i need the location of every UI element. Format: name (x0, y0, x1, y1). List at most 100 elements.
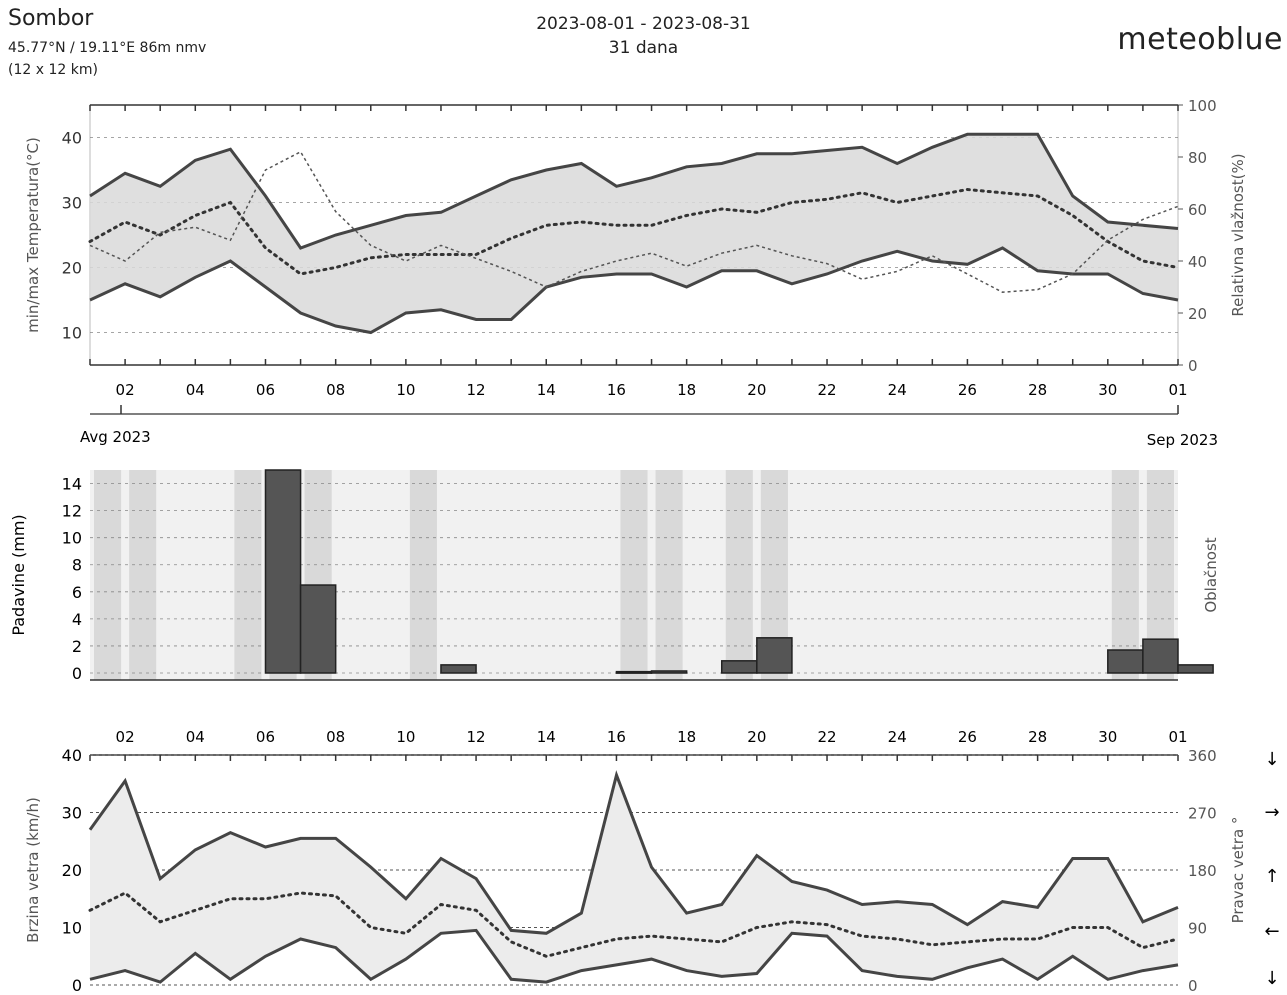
precip-bar (440, 664, 477, 674)
wind-x-label: 24 (888, 728, 907, 746)
wind-x-label: 02 (116, 728, 135, 746)
cloud-cover-band (655, 470, 683, 680)
wind-direction-arrow-icon: ↑ (1264, 866, 1279, 887)
wind-dir-axis-title: Pravac vetra ° (1229, 817, 1247, 924)
precip-bar (1177, 664, 1214, 674)
humidity-axis-title: Relativna vlažnost(%) (1229, 153, 1247, 316)
precip-bar (264, 469, 302, 674)
precip-bar (720, 660, 758, 674)
wind-dir-tick-label: 360 (1188, 747, 1217, 765)
temp-x-label: 10 (396, 381, 415, 399)
precip-tick-label: 6 (72, 583, 82, 602)
wind-x-label: 04 (186, 728, 205, 746)
wind-max-line (88, 770, 1179, 935)
temp-x-label: 12 (467, 381, 486, 399)
temp-tick-label: 40 (62, 129, 82, 148)
precip-tick-label: 0 (72, 664, 82, 683)
precip-axis-title: Padavine (mm) (9, 514, 28, 635)
wind-x-label: 06 (256, 728, 275, 746)
temp-x-label: 08 (326, 381, 345, 399)
temp-x-label: 14 (537, 381, 556, 399)
wind-x-label: 18 (677, 728, 696, 746)
wind-mean-line (88, 891, 1180, 958)
cloud-cover-band (129, 470, 157, 680)
wind-x-label: 22 (817, 728, 836, 746)
wind-x-label: 01 (1168, 728, 1187, 746)
wind-speed-axis-title: Brzina vetra (km/h) (24, 797, 42, 943)
precip-bar (650, 670, 688, 674)
wind-x-label: 12 (467, 728, 486, 746)
temp-x-label: 16 (607, 381, 626, 399)
humidity-tick-label: 20 (1188, 305, 1207, 323)
precip-bar (1107, 649, 1144, 674)
humidity-line (89, 150, 1179, 293)
precip-bar (615, 670, 653, 674)
temp-tick-label: 10 (62, 324, 82, 343)
temp-x-label: 26 (958, 381, 977, 399)
precip-bar (299, 584, 337, 674)
temp-x-label: 22 (817, 381, 836, 399)
location-coords: 45.77°N / 19.11°E 86m nmv (8, 40, 207, 56)
cloud-axis-title: Oblačnost (1202, 537, 1220, 612)
wind-x-label: 08 (326, 728, 345, 746)
temp-x-label: 04 (186, 381, 205, 399)
temp-x-label: 18 (677, 381, 696, 399)
brand-logo: meteoblue (1117, 22, 1283, 57)
wind-tick-label: 10 (62, 919, 82, 938)
humidity-tick-label: 100 (1188, 97, 1217, 115)
precip-bar (756, 637, 793, 674)
month-end-label: Sep 2023 (1147, 431, 1218, 449)
wind-range-band (90, 775, 1178, 983)
cloud-cover-band (94, 470, 122, 680)
temp-x-label: 20 (747, 381, 766, 399)
temp-x-label: 24 (888, 381, 907, 399)
wind-tick-label: 30 (62, 804, 82, 823)
temp-axis-title: min/max Temperatura(°C) (24, 137, 42, 333)
temp-x-label: 28 (1028, 381, 1047, 399)
month-start-label: Avg 2023 (80, 428, 151, 446)
temp-tick-label: 20 (62, 259, 82, 278)
humidity-tick-label: 80 (1188, 149, 1207, 167)
temp-tick-label: 30 (62, 194, 82, 213)
cloud-cover-band (409, 470, 437, 680)
precip-tick-label: 8 (72, 556, 82, 575)
wind-x-label: 14 (537, 728, 556, 746)
location-name: Sombor (8, 6, 94, 31)
temp-x-label: 06 (256, 381, 275, 399)
wind-x-label: 20 (747, 728, 766, 746)
wind-x-label: 26 (958, 728, 977, 746)
wind-dir-tick-label: 270 (1188, 805, 1217, 823)
wind-x-label: 30 (1098, 728, 1117, 746)
humidity-tick-label: 60 (1188, 201, 1207, 219)
precip-tick-label: 12 (62, 502, 82, 521)
wind-direction-arrow-icon: → (1264, 802, 1279, 823)
wind-tick-label: 0 (72, 976, 82, 995)
tmin-line (89, 246, 1179, 335)
wind-dir-tick-label: 0 (1188, 977, 1198, 995)
temp-range-band (90, 134, 1178, 333)
precip-tick-label: 10 (62, 529, 82, 548)
cloud-cover-band (1111, 470, 1139, 680)
tmax-line (89, 132, 1179, 250)
wind-x-label: 28 (1028, 728, 1047, 746)
wind-direction-arrow-icon: ↓ (1264, 749, 1279, 770)
date-range: 2023-08-01 - 2023-08-31 (536, 14, 751, 34)
tmean-line (88, 187, 1180, 276)
temp-x-label: 02 (116, 381, 135, 399)
wind-direction-arrow-icon: ↓ (1264, 968, 1279, 989)
precip-tick-label: 14 (62, 475, 82, 494)
temp-x-label: 30 (1098, 381, 1117, 399)
wind-direction-arrow-icon: ← (1264, 921, 1279, 942)
day-count: 31 dana (608, 38, 679, 58)
wind-dir-tick-label: 180 (1188, 862, 1217, 880)
wind-tick-label: 20 (62, 861, 82, 880)
wind-min-line (89, 928, 1179, 984)
cloud-cover-band (234, 470, 262, 680)
cloud-cover-band (620, 470, 648, 680)
wind-dir-tick-label: 90 (1188, 920, 1207, 938)
grid-resolution: (12 x 12 km) (8, 62, 98, 78)
temp-x-label: 01 (1168, 381, 1187, 399)
precip-bar (1142, 638, 1179, 674)
wind-x-label: 10 (396, 728, 415, 746)
